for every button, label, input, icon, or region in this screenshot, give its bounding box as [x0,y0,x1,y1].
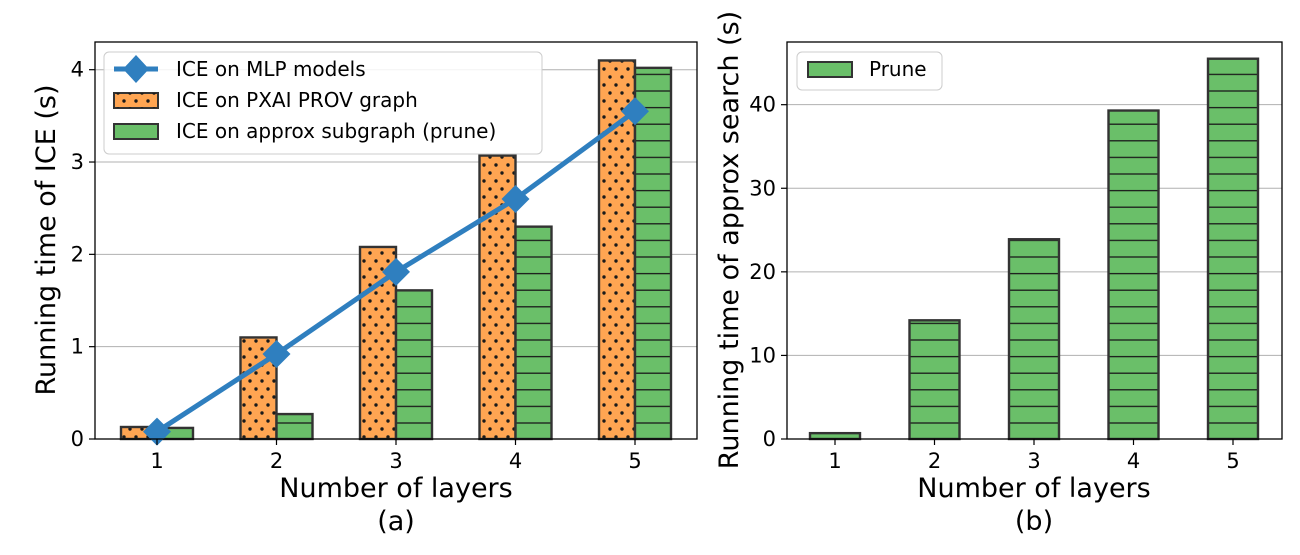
panel-a-bar-prune-hatch [394,289,434,441]
panel-b-bar-prune-hatch [1206,57,1260,441]
panel-a-x-axis-label: Number of layers [279,473,512,504]
panel-b-approx-search-runtime: 1 2 3 4 5 0 10 20 30 40 Number of layers (b) Run… [714,11,1283,537]
panel-a-y-tick-label: 2 [71,242,84,266]
panel-b-caption: (b) [1015,506,1053,537]
panel-a-legend-box [103,51,543,155]
panel-a-x-tick-label: 1 [150,449,163,473]
panel-a-x-tick-label: 3 [389,449,402,473]
panel-a-mlp-point [621,97,649,126]
panel-a-legend: ICE on MLP models ICE on PXAI PROV graph… [103,51,543,155]
panel-b-y-tick-label: 20 [749,260,776,284]
legend-swatch-pxai-hatch [114,93,158,108]
panel-a-mlp-point [262,340,291,369]
panel-a-y-tick-label: 1 [71,335,84,359]
panel-a-y-axis-label: Running time of ICE (s) [31,84,62,395]
panel-a-bar-prune-hatch [275,412,314,441]
legend-label-mlp: ICE on MLP models [176,57,366,81]
panel-a-y-tick-label: 3 [71,150,84,174]
panel-b-legend: Prune [796,51,943,91]
panel-b-y-ticks: 0 10 20 30 40 [749,93,787,451]
panel-b-y-axis-label: Running time of approx search (s) [714,11,745,469]
panel-a-bar-prune-hatch [633,66,673,441]
panel-b-x-tick-label: 4 [1127,449,1140,473]
legend-diamond-marker [123,55,149,83]
panel-a-bar-prune-hatch [514,225,553,441]
legend-swatch-prune [113,123,159,140]
legend-label-prune: ICE on approx subgraph (prune) [176,119,496,143]
panel-b-bars [808,57,1260,441]
panel-b-x-tick-label: 5 [1226,449,1239,473]
panel-b-x-tick-label: 2 [928,449,941,473]
panel-a-y-ticks: 0 1 2 3 4 [71,58,95,451]
panel-a-line-series [143,97,649,446]
legend-item-prune: ICE on approx subgraph (prune) [113,119,496,143]
panel-b-x-axis-label: Number of layers [917,473,1150,504]
panel-b-x-ticks: 1 2 3 4 5 [828,439,1240,473]
panel-a-x-ticks: 1 2 3 4 5 [150,439,642,473]
legend-item-mlp: ICE on MLP models [114,55,366,83]
panel-b-bar-prune-hatch [808,431,862,441]
panel-a-y-tick-label: 4 [71,58,84,82]
panel-a-ice-runtime: 1 2 3 4 5 0 1 2 3 4 Number of layers (a) Running… [31,41,698,537]
panel-b-y-tick-label: 30 [749,176,776,200]
panel-b-x-tick-label: 3 [1027,449,1040,473]
panel-b-bar-prune-hatch [1107,109,1160,441]
panel-a-y-tick-label: 0 [71,427,84,451]
panel-b-bar-prune-hatch [1007,238,1061,441]
legend-item-pxai: ICE on PXAI PROV graph [113,88,418,112]
panel-b-y-tick-label: 10 [749,343,776,367]
panel-a-x-tick-label: 2 [270,449,283,473]
panel-a-x-tick-label: 4 [509,449,522,473]
panel-b-x-tick-label: 1 [828,449,841,473]
legend-label-pxai: ICE on PXAI PROV graph [176,88,418,112]
panel-a-caption: (a) [377,506,415,537]
panel-b-y-tick-label: 40 [749,93,776,117]
legend-label-prune-b: Prune [869,57,927,81]
panel-a-x-tick-label: 5 [628,449,641,473]
panel-a-mlp-point [501,184,530,213]
legend-swatch-prune-b [807,61,853,78]
panel-a-mlp-point [382,257,410,286]
panel-b-bar-prune-hatch [908,319,961,441]
panel-b-y-tick-label: 0 [763,427,776,451]
